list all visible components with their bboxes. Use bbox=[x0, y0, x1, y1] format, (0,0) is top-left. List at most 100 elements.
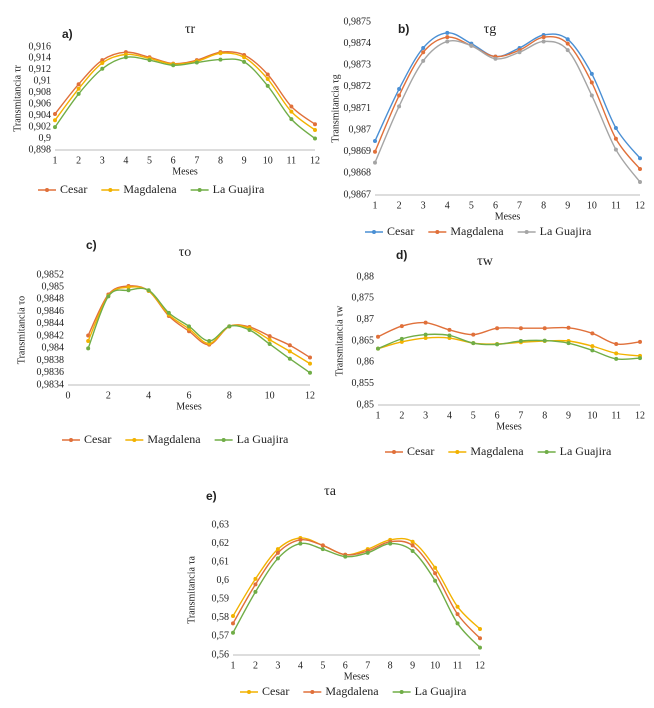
chart-title: τo bbox=[179, 245, 192, 260]
series-line bbox=[374, 32, 641, 159]
data-point bbox=[518, 326, 523, 331]
data-point bbox=[308, 355, 312, 360]
data-point bbox=[123, 52, 128, 57]
panel-label: a) bbox=[62, 27, 73, 41]
x-tick-label: 1 bbox=[231, 660, 236, 671]
data-point bbox=[455, 612, 460, 617]
data-point bbox=[320, 547, 325, 552]
x-tick-label: 12 bbox=[475, 660, 485, 671]
data-point bbox=[320, 543, 325, 548]
x-axis-label: Meses bbox=[344, 671, 370, 682]
x-tick-label: 12 bbox=[635, 200, 645, 211]
data-point bbox=[638, 356, 642, 361]
data-point bbox=[253, 582, 258, 587]
data-point bbox=[445, 30, 450, 35]
x-tick-label: 4 bbox=[146, 390, 151, 401]
data-point bbox=[638, 180, 642, 185]
x-axis-label: Meses bbox=[176, 401, 202, 412]
x-tick-label: 7 bbox=[365, 660, 370, 671]
data-point bbox=[445, 39, 450, 44]
chart-title: τw bbox=[477, 254, 494, 269]
x-tick-label: 10 bbox=[263, 155, 273, 166]
y-tick-label: 0,898 bbox=[29, 144, 52, 155]
x-tick-label: 2 bbox=[76, 155, 81, 166]
series-line bbox=[54, 52, 316, 131]
data-point bbox=[267, 334, 272, 339]
data-point bbox=[227, 324, 232, 329]
x-tick-label: 7 bbox=[517, 200, 522, 211]
data-point bbox=[86, 346, 91, 351]
legend-marker bbox=[247, 690, 251, 694]
x-tick-label: 10 bbox=[265, 390, 275, 401]
y-tick-label: 0,9852 bbox=[37, 269, 65, 280]
y-tick-label: 0,9844 bbox=[37, 318, 65, 329]
data-point bbox=[147, 58, 152, 63]
y-tick-label: 0,88 bbox=[357, 271, 375, 282]
y-axis-label: Transmitancia τg bbox=[330, 74, 341, 142]
x-tick-label: 4 bbox=[123, 155, 128, 166]
data-point bbox=[308, 370, 312, 375]
legend-label: Cesar bbox=[60, 182, 87, 196]
data-point bbox=[399, 339, 404, 344]
data-point bbox=[343, 554, 348, 559]
y-tick-label: 0,9838 bbox=[37, 355, 65, 366]
data-point bbox=[542, 338, 547, 343]
data-point bbox=[247, 328, 252, 332]
x-tick-label: 8 bbox=[227, 390, 232, 401]
data-point bbox=[638, 339, 642, 344]
data-point bbox=[565, 41, 570, 46]
y-tick-label: 0,63 bbox=[212, 519, 230, 530]
data-point bbox=[589, 93, 594, 98]
data-point bbox=[518, 339, 523, 343]
data-point bbox=[399, 336, 404, 341]
data-point bbox=[166, 310, 171, 315]
x-axis-label: Meses bbox=[495, 211, 521, 222]
y-tick-label: 0,906 bbox=[29, 99, 52, 110]
data-point bbox=[289, 109, 294, 114]
data-point bbox=[265, 72, 270, 77]
y-tick-label: 0,6 bbox=[217, 575, 230, 586]
data-point bbox=[265, 83, 270, 88]
y-tick-label: 0,9834 bbox=[37, 379, 65, 390]
data-point bbox=[423, 336, 428, 341]
legend-marker bbox=[197, 188, 202, 192]
data-point bbox=[410, 549, 415, 553]
data-point bbox=[478, 627, 482, 631]
data-point bbox=[298, 537, 303, 542]
data-point bbox=[410, 539, 415, 544]
x-tick-label: 2 bbox=[253, 660, 258, 671]
series-line bbox=[87, 285, 311, 359]
y-tick-label: 0,9842 bbox=[37, 330, 65, 341]
legend-marker bbox=[372, 230, 376, 234]
panel-label: b) bbox=[398, 22, 409, 36]
data-point bbox=[433, 578, 438, 583]
y-tick-label: 0,916 bbox=[29, 41, 52, 52]
data-point bbox=[614, 351, 619, 356]
data-point bbox=[308, 361, 312, 366]
y-tick-label: 0,9846 bbox=[37, 306, 65, 317]
y-tick-label: 0,85 bbox=[357, 399, 375, 410]
data-point bbox=[275, 550, 280, 555]
y-tick-label: 0,987 bbox=[349, 124, 372, 135]
y-tick-label: 0,58 bbox=[212, 612, 230, 623]
data-point bbox=[478, 636, 482, 641]
series-line bbox=[232, 538, 481, 639]
panel-label: e) bbox=[206, 489, 217, 503]
data-point bbox=[100, 66, 105, 71]
y-tick-label: 0,9874 bbox=[344, 38, 372, 49]
data-point bbox=[542, 326, 547, 331]
y-tick-label: 0,984 bbox=[42, 343, 65, 354]
legend-marker bbox=[108, 188, 113, 192]
data-point bbox=[53, 118, 57, 123]
x-tick-label: 11 bbox=[453, 660, 463, 671]
data-point bbox=[638, 156, 642, 161]
y-tick-label: 0,9873 bbox=[344, 60, 372, 71]
y-tick-label: 0,9869 bbox=[344, 146, 372, 157]
series-line bbox=[377, 321, 641, 346]
x-tick-label: 3 bbox=[421, 200, 426, 211]
data-point bbox=[590, 331, 595, 336]
legend-label: La Guajira bbox=[540, 224, 592, 238]
legend-marker bbox=[544, 450, 549, 454]
data-point bbox=[517, 50, 522, 55]
x-axis-label: Meses bbox=[172, 166, 198, 177]
